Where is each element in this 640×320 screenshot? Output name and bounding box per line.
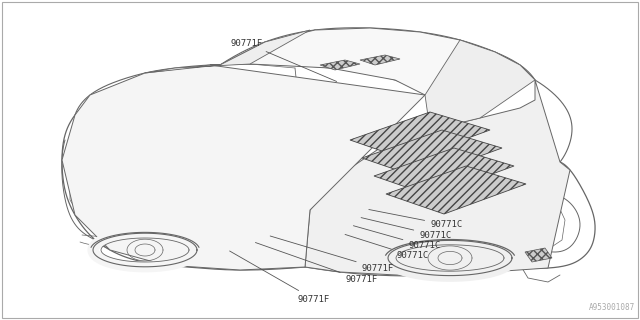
Polygon shape — [320, 60, 360, 70]
Text: 90771F: 90771F — [230, 251, 330, 304]
Text: 90771C: 90771C — [345, 235, 429, 260]
Polygon shape — [305, 80, 570, 276]
Polygon shape — [425, 40, 535, 130]
Text: 90771F: 90771F — [270, 236, 394, 273]
Polygon shape — [362, 130, 502, 178]
Text: 90771C: 90771C — [361, 218, 451, 240]
Text: A953001087: A953001087 — [589, 303, 635, 312]
Polygon shape — [525, 248, 552, 262]
Polygon shape — [374, 148, 514, 196]
Polygon shape — [145, 30, 310, 73]
Text: 90771C: 90771C — [353, 226, 440, 250]
Polygon shape — [210, 28, 535, 95]
Text: 90771C: 90771C — [369, 210, 462, 229]
Text: 90771F: 90771F — [230, 39, 337, 82]
Polygon shape — [386, 166, 526, 214]
Polygon shape — [360, 55, 400, 65]
Polygon shape — [62, 65, 425, 270]
Polygon shape — [350, 112, 490, 160]
Text: 90771F: 90771F — [255, 243, 378, 284]
